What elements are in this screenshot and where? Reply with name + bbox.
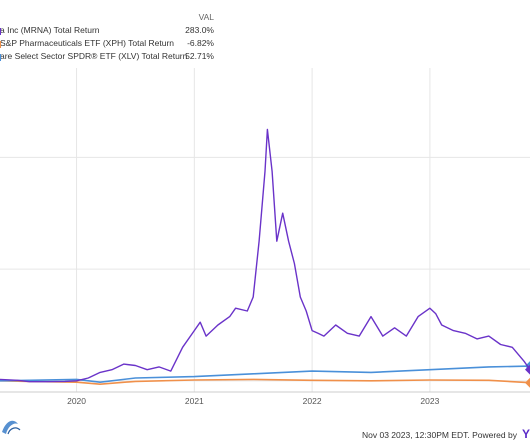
legend-row-mrna: a Inc (MRNA) Total Return 283.0% bbox=[0, 25, 530, 38]
legend-row-xph: S&P Pharmaceuticals ETF (XPH) Total Retu… bbox=[0, 38, 530, 51]
legend-series-value: 52.71% bbox=[185, 51, 214, 61]
legend-row-xlv: are Select Sector SPDR® ETF (XLV) Total … bbox=[0, 51, 530, 64]
x-tick-label: 2020 bbox=[67, 396, 86, 406]
legend-series-name: S&P Pharmaceuticals ETF (XPH) Total Retu… bbox=[0, 38, 175, 48]
ycharts-logo: Y bbox=[522, 427, 530, 441]
legend-series-value: -6.82% bbox=[187, 38, 214, 48]
series-line bbox=[0, 128, 530, 383]
series-line bbox=[0, 365, 530, 383]
x-tick-label: 2023 bbox=[420, 396, 439, 406]
legend-series-name: are Select Sector SPDR® ETF (XLV) Total … bbox=[0, 51, 188, 61]
legend-swatch bbox=[0, 41, 1, 48]
x-tick-label: 2022 bbox=[303, 396, 322, 406]
legend-series-name: a Inc (MRNA) Total Return bbox=[0, 25, 100, 35]
x-tick-label: 2021 bbox=[185, 396, 204, 406]
legend-value-header: VAL bbox=[198, 12, 214, 22]
legend-series-value: 283.0% bbox=[185, 25, 214, 35]
footer-attribution: Nov 03 2023, 12:30PM EDT. Powered by bbox=[362, 430, 517, 440]
series-end-marker bbox=[525, 377, 530, 388]
series-line bbox=[0, 378, 530, 385]
legend-swatch bbox=[0, 28, 1, 35]
legend-swatch bbox=[0, 54, 1, 61]
series-end-marker bbox=[525, 364, 530, 375]
chart-legend: VAL a Inc (MRNA) Total Return 283.0% S&P… bbox=[0, 0, 530, 70]
logo-mark-icon bbox=[0, 414, 24, 443]
